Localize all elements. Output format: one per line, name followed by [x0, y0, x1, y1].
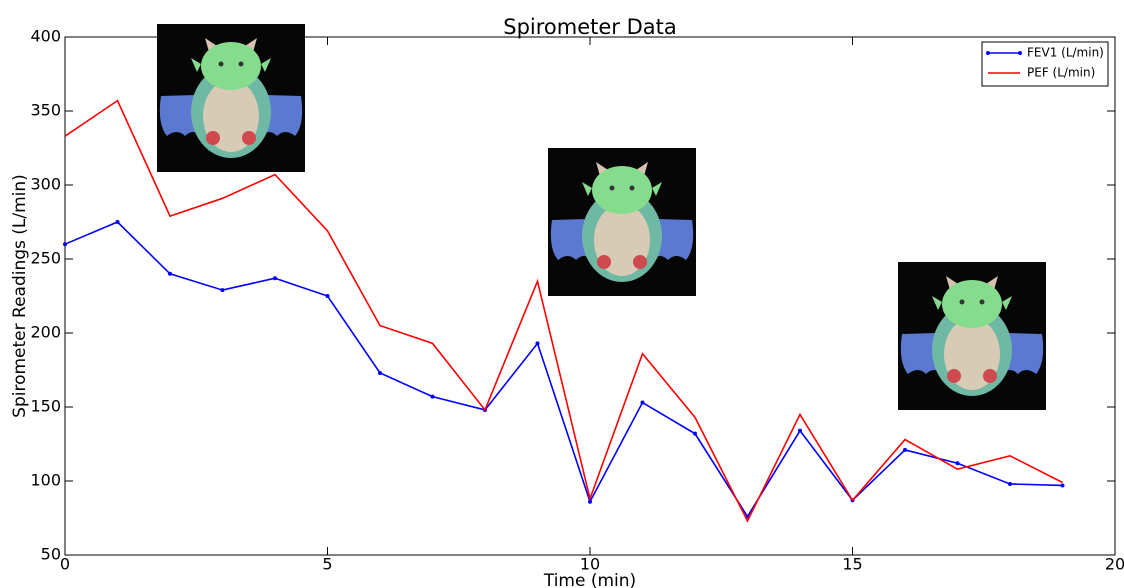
x-axis-label: Time (min) [543, 571, 636, 588]
data-point [326, 294, 330, 298]
y-tick-label: 50 [41, 545, 61, 564]
y-tick-label: 400 [30, 27, 61, 46]
y-tick-label: 100 [30, 471, 61, 490]
data-point [116, 220, 120, 224]
data-point [641, 401, 645, 405]
legend: FEV1 (L/min) PEF (L/min) [982, 42, 1108, 86]
data-point [63, 242, 67, 246]
data-point [221, 288, 225, 292]
data-point [798, 429, 802, 433]
dragon-image-happy [157, 24, 305, 172]
data-point [903, 448, 907, 452]
data-point [168, 272, 172, 276]
page: {"chart_data": {"type": "line", "title":… [0, 0, 1124, 588]
y-tick-label: 350 [30, 101, 61, 120]
x-tick-label: 5 [322, 555, 332, 574]
data-point [693, 432, 697, 436]
data-point [536, 341, 540, 345]
x-tick-label: 0 [60, 555, 70, 574]
legend-marker [986, 51, 990, 55]
data-point [1008, 482, 1012, 486]
data-point [431, 395, 435, 399]
data-point [1061, 483, 1065, 487]
data-point [956, 461, 960, 465]
chart: Spirometer Data Time (min) Spirometer Re… [0, 0, 1124, 588]
data-point [378, 371, 382, 375]
legend-marker [1018, 51, 1022, 55]
y-tick-label: 300 [30, 175, 61, 194]
legend-label: FEV1 (L/min) [1027, 46, 1104, 60]
x-tick-label: 20 [1105, 555, 1124, 574]
chart-title: Spirometer Data [503, 15, 677, 39]
y-tick-label: 150 [30, 397, 61, 416]
data-point [273, 276, 277, 280]
x-tick-label: 10 [580, 555, 600, 574]
y-tick-label: 200 [30, 323, 61, 342]
y-tick-label: 250 [30, 249, 61, 268]
dragon-image-neutral [548, 148, 696, 296]
x-tick-label: 15 [842, 555, 862, 574]
y-axis-label: Spirometer Readings (L/min) [10, 174, 30, 418]
dragon-image-sad [898, 262, 1046, 410]
legend-label: PEF (L/min) [1027, 66, 1095, 80]
